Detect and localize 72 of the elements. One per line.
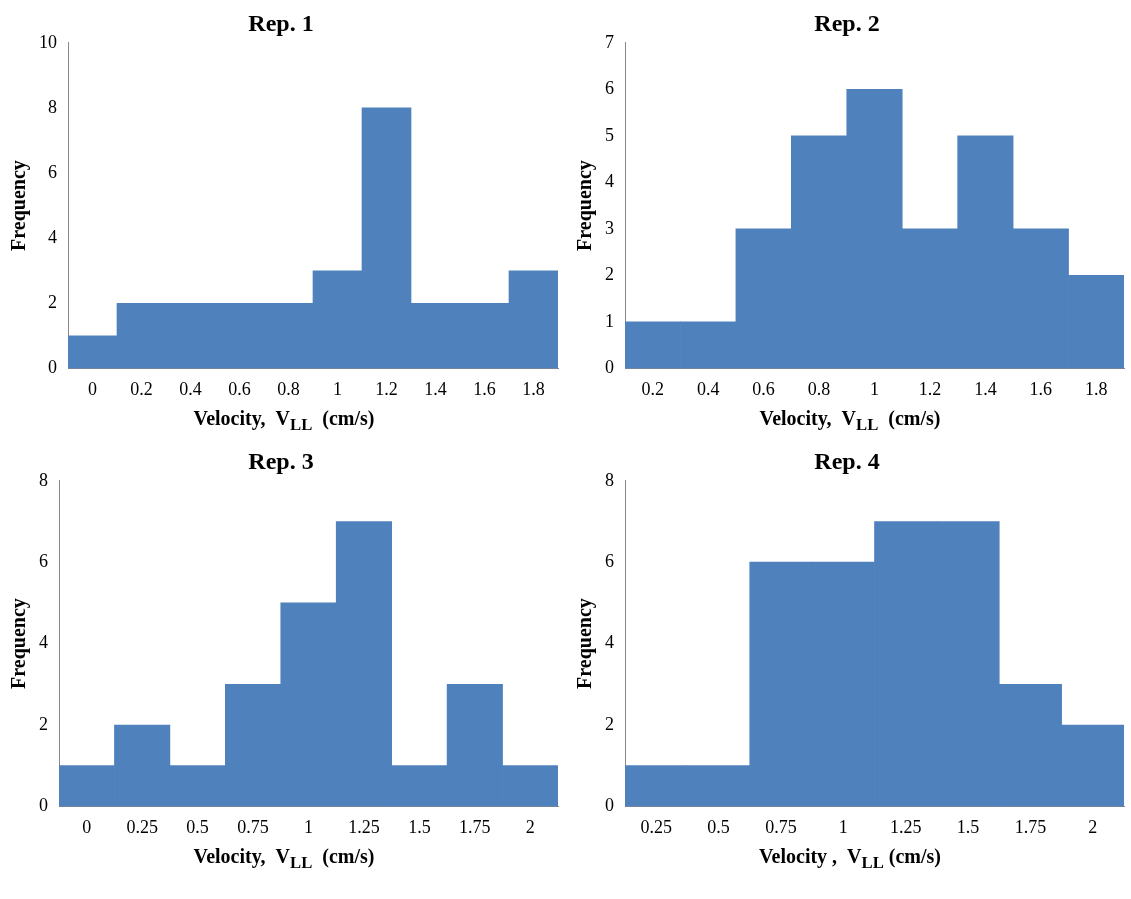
y-axis-title: Frequency — [573, 160, 597, 251]
y-tick-label: 4 — [39, 632, 48, 653]
x-tick-label: 0.6 — [752, 378, 775, 399]
x-tick-label: 0.4 — [696, 378, 720, 399]
x-tick-label: 0.4 — [179, 378, 202, 399]
y-tick-label: 1 — [605, 310, 614, 331]
x-tick-label: 0.6 — [228, 378, 251, 399]
x-axis-title: Velocity, V$_{LL}$ (cm/s) — [758, 406, 942, 436]
x-tick-label: 0.25 — [640, 816, 672, 837]
y-tick-label: 6 — [48, 161, 57, 182]
x-tick-label: 1.4 — [974, 378, 997, 399]
x-axis-title: Velocity, V$_{LL}$ (cm/s) — [192, 406, 376, 436]
chart-title: Rep. 2 — [814, 9, 880, 36]
x-tick-label: 1 — [333, 378, 342, 399]
y-tick-label: 4 — [48, 226, 57, 247]
y-tick-label: 0 — [605, 795, 614, 816]
x-tick-label: 0.8 — [807, 378, 831, 399]
y-axis-title: Frequency — [7, 598, 31, 689]
y-tick-label: 6 — [605, 550, 614, 571]
y-tick-label: 6 — [39, 550, 48, 571]
x-tick-label: 1 — [304, 816, 313, 837]
chart-title: Rep. 4 — [814, 447, 880, 474]
y-tick-label: 2 — [39, 713, 48, 734]
y-tick-label: 10 — [39, 31, 57, 52]
x-tick-label: 0.75 — [765, 816, 797, 837]
y-tick-label: 0 — [605, 357, 614, 378]
chart-title: Rep. 1 — [248, 9, 314, 36]
y-tick-label: 6 — [605, 78, 614, 99]
x-tick-label: 1.8 — [522, 378, 545, 399]
x-tick-label: 0.5 — [707, 816, 730, 837]
x-tick-label: 1.25 — [348, 816, 380, 837]
x-axis-title: Velocity , V$_{LL}$ (cm/s) — [758, 844, 942, 874]
y-tick-label: 3 — [605, 217, 614, 238]
x-tick-label: 0.25 — [126, 816, 158, 837]
x-tick-label: 2 — [525, 816, 535, 837]
x-tick-label: 1.2 — [375, 378, 398, 399]
y-tick-label: 7 — [605, 31, 614, 52]
x-tick-label: 1.75 — [459, 816, 491, 837]
x-tick-label: 2 — [1088, 816, 1098, 837]
x-tick-label: 0 — [82, 816, 92, 837]
x-tick-label: 1.6 — [473, 378, 496, 399]
y-tick-label: 8 — [48, 96, 57, 117]
y-tick-label: 0 — [39, 795, 48, 816]
x-tick-label: 1 — [870, 378, 879, 399]
x-tick-label: 0.8 — [277, 378, 300, 399]
y-axis-title: Frequency — [7, 160, 31, 251]
y-tick-label: 0 — [48, 357, 57, 378]
y-tick-label: 8 — [39, 469, 48, 490]
x-tick-label: 1.5 — [956, 816, 980, 837]
chart-title: Rep. 3 — [248, 447, 314, 474]
x-tick-label: 1.2 — [918, 378, 942, 399]
y-tick-label: 2 — [605, 264, 614, 285]
x-tick-label: 1.6 — [1029, 378, 1053, 399]
y-tick-label: 4 — [605, 632, 614, 653]
x-tick-label: 0.2 — [641, 378, 664, 399]
x-tick-label: 1.5 — [408, 816, 431, 837]
x-axis-title: Velocity, V$_{LL}$ (cm/s) — [192, 844, 376, 874]
y-tick-label: 2 — [48, 292, 57, 313]
x-tick-label: 0.5 — [186, 816, 209, 837]
x-tick-label: 0.2 — [130, 378, 153, 399]
y-axis-title: Frequency — [573, 598, 597, 689]
x-tick-label: 0.75 — [237, 816, 269, 837]
y-tick-label: 4 — [605, 171, 614, 192]
x-tick-label: 1.25 — [889, 816, 922, 837]
x-tick-label: 1 — [838, 816, 848, 837]
x-tick-label: 0 — [88, 378, 97, 399]
y-tick-label: 5 — [605, 124, 614, 145]
x-tick-label: 1.8 — [1085, 378, 1108, 399]
y-tick-label: 2 — [605, 713, 614, 734]
x-tick-label: 1.75 — [1014, 816, 1047, 837]
x-tick-label: 1.4 — [424, 378, 447, 399]
y-tick-label: 8 — [605, 469, 614, 490]
